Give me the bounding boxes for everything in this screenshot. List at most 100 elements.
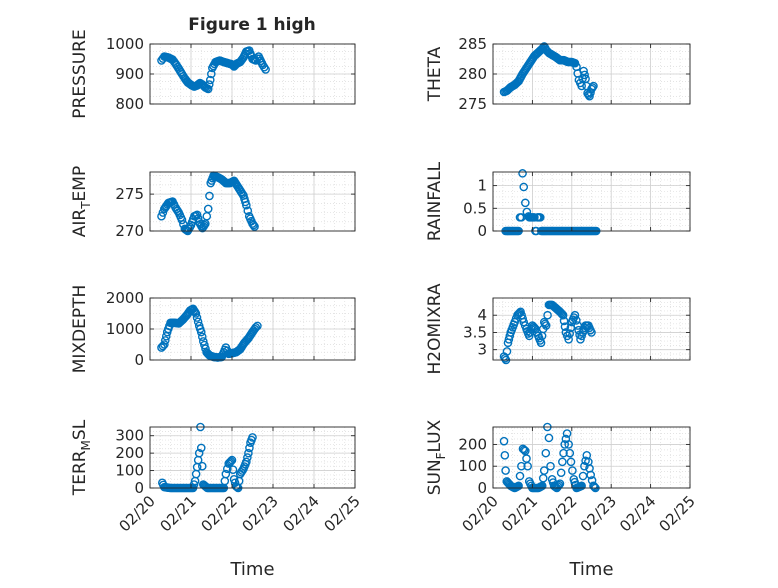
- x-tick-label: 02/21: [498, 492, 541, 535]
- data-point: [541, 448, 551, 458]
- data-point: [499, 436, 509, 446]
- data-point: [197, 461, 207, 471]
- data-point: [501, 466, 510, 475]
- x-tick-label: 02/21: [157, 492, 200, 535]
- y-axis-label: PRESSURE: [70, 29, 90, 118]
- y-tick-label: 1000: [106, 320, 144, 338]
- data-point: [249, 220, 258, 230]
- y-axis-label: AIRTEMP: [70, 166, 93, 237]
- y-tick-label: 275: [458, 95, 487, 113]
- data-point: [197, 332, 207, 342]
- data-point: [226, 456, 236, 466]
- y-tick-label: 100: [115, 462, 144, 480]
- data-point: [556, 308, 566, 318]
- subplot-h2omixra: 33.54 H2OMIXRA: [425, 283, 691, 375]
- subplot-sun-flux: 0 100 200 SUNFLUX 02/2002/2102/2202/2302/240…: [425, 419, 699, 580]
- data-point: [521, 198, 530, 208]
- data-point: [589, 481, 598, 491]
- y-tick-label: 1000: [106, 35, 144, 53]
- data-point: [515, 471, 525, 481]
- data-point: [173, 206, 182, 216]
- subplot-mixdepth: 0 1000 2000 MIXDEPTH: [70, 285, 356, 374]
- x-tick-label: 02/23: [577, 492, 620, 535]
- y-axis-label: SUNFLUX: [425, 419, 448, 495]
- axes-box: [149, 171, 356, 232]
- data-point: [588, 83, 597, 92]
- data-point: [243, 453, 252, 462]
- y-axis-label: TERRMSL: [70, 419, 93, 496]
- data-point: [243, 206, 253, 216]
- x-tick-label: 02/20: [116, 492, 159, 535]
- y-tick-label: 200: [458, 435, 487, 453]
- subplot-terr-msl: 0100200300TERRMSL02/2002/2102/2202/2302/…: [70, 419, 364, 580]
- data-point: [238, 189, 247, 199]
- data-point: [560, 440, 570, 449]
- subplot-air-temp: 270 275 AIRTEMP: [70, 166, 356, 240]
- data-point: [560, 322, 570, 332]
- data-point: [589, 81, 598, 91]
- x-tick-label: 02/22: [537, 492, 580, 535]
- data-point: [196, 443, 206, 453]
- data-point: [205, 191, 214, 201]
- data-point: [579, 66, 588, 76]
- axes-box: [492, 171, 691, 232]
- y-tick-label: 300: [115, 427, 144, 445]
- data-point: [570, 310, 580, 320]
- y-tick-label: 285: [458, 35, 487, 53]
- data-point: [543, 310, 552, 320]
- axes-box: [492, 297, 691, 361]
- data-point: [580, 70, 589, 80]
- y-tick-label: 0: [134, 479, 144, 497]
- data-point: [565, 329, 575, 338]
- y-tick-label: 2000: [106, 289, 144, 307]
- data-point: [228, 465, 238, 475]
- y-tick-label: 280: [458, 65, 487, 83]
- data-point: [203, 204, 213, 214]
- subplot-pressure: 800 900 1000 PRESSURE: [70, 29, 356, 119]
- y-tick-label: 0: [477, 479, 487, 497]
- data-point: [242, 457, 251, 467]
- y-axis-label: MIXDEPTH: [70, 285, 90, 374]
- data-point: [514, 481, 523, 491]
- data-point: [193, 214, 203, 223]
- data-point: [253, 321, 262, 331]
- x-axis-label: Time: [568, 559, 613, 580]
- axes-box: [492, 426, 691, 489]
- data-point: [558, 310, 568, 320]
- data-point: [177, 215, 187, 225]
- x-tick-label: 02/25: [321, 492, 364, 535]
- data-point: [554, 480, 564, 490]
- data-point: [565, 448, 575, 458]
- data-point: [500, 451, 510, 460]
- data-point: [559, 316, 569, 326]
- data-point: [227, 455, 237, 465]
- data-point: [205, 75, 215, 85]
- data-point: [194, 448, 204, 458]
- data-point: [523, 461, 532, 471]
- data-point: [587, 328, 596, 337]
- y-tick-label: 4: [477, 306, 487, 324]
- x-tick-label: 02/20: [459, 492, 502, 535]
- data-point: [225, 458, 235, 467]
- subplot-rainfall: 0 0.5 1 RAINFALL: [425, 161, 691, 241]
- y-tick-label: 0: [477, 222, 487, 240]
- data-point: [519, 445, 529, 455]
- data-point: [546, 461, 555, 471]
- data-point: [192, 313, 202, 322]
- data-point: [203, 84, 213, 94]
- data-point: [544, 433, 554, 443]
- data-point: [517, 461, 526, 471]
- data-point: [244, 448, 253, 458]
- data-point: [191, 309, 201, 318]
- y-tick-label: 1: [477, 177, 487, 195]
- data-point: [196, 327, 206, 337]
- x-axis-label: Time: [229, 559, 274, 580]
- data-point: [221, 469, 231, 479]
- data-point: [250, 222, 259, 231]
- data-point: [590, 482, 599, 492]
- data-point: [204, 80, 214, 89]
- y-axis-label: RAINFALL: [425, 161, 445, 241]
- y-tick-label: 0: [134, 351, 144, 369]
